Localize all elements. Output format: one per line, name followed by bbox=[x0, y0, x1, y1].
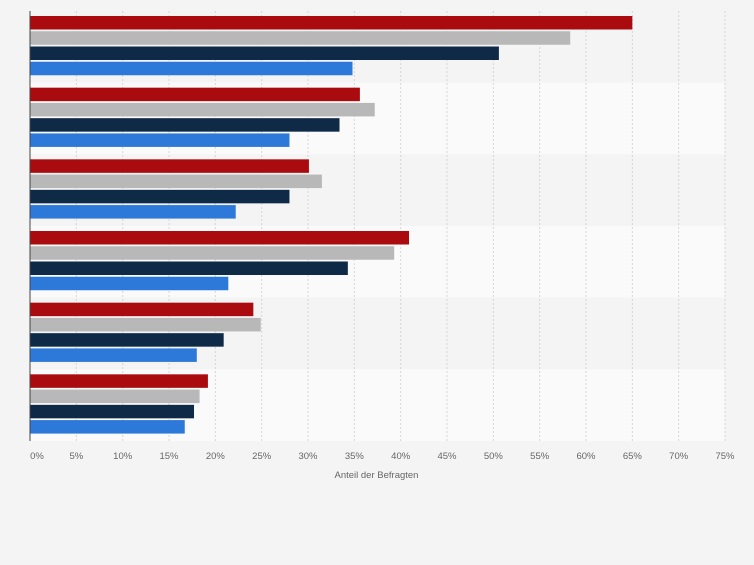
bar bbox=[30, 133, 290, 147]
bar bbox=[30, 31, 571, 45]
x-tick-label: 55% bbox=[530, 451, 550, 462]
bar bbox=[30, 317, 261, 332]
bar bbox=[30, 16, 633, 30]
bar bbox=[30, 174, 322, 189]
x-tick-label: 45% bbox=[437, 451, 457, 462]
x-axis-label: Anteil der Befragten bbox=[335, 470, 419, 481]
x-tick-labels: 0% 5% 10% 15% 20% 25% 30% 35% 40% 45% 50% 55% 60% 65%… bbox=[30, 451, 735, 462]
bars bbox=[30, 16, 633, 434]
x-tick-label: 75% bbox=[715, 451, 735, 462]
bar bbox=[30, 276, 229, 291]
bar bbox=[30, 46, 499, 60]
x-tick-label: 15% bbox=[159, 451, 179, 462]
bar bbox=[30, 159, 309, 173]
bar bbox=[30, 118, 340, 132]
bar bbox=[30, 102, 375, 117]
bar bbox=[30, 246, 395, 260]
bar bbox=[30, 389, 200, 404]
bar bbox=[30, 87, 360, 102]
bar bbox=[30, 61, 353, 76]
x-tick-label: 40% bbox=[391, 451, 411, 462]
bar bbox=[30, 261, 348, 275]
bar bbox=[30, 189, 290, 204]
x-tick-label: 25% bbox=[252, 451, 272, 462]
x-tick-label: 65% bbox=[623, 451, 643, 462]
bar bbox=[30, 348, 197, 362]
x-tick-label: 35% bbox=[345, 451, 365, 462]
bar bbox=[30, 205, 236, 219]
x-tick-label: 60% bbox=[576, 451, 596, 462]
x-tick-label: 50% bbox=[484, 451, 504, 462]
x-tick-label: 5% bbox=[69, 451, 83, 462]
bar bbox=[30, 374, 208, 388]
bar bbox=[30, 420, 185, 434]
x-tick-label: 0% bbox=[30, 451, 44, 462]
bar bbox=[30, 231, 410, 245]
bar bbox=[30, 404, 195, 419]
bar bbox=[30, 333, 224, 347]
x-tick-label: 70% bbox=[669, 451, 689, 462]
bar bbox=[30, 302, 254, 317]
x-tick-label: 30% bbox=[298, 451, 318, 462]
x-tick-label: 10% bbox=[113, 451, 133, 462]
x-tick-label: 20% bbox=[206, 451, 226, 462]
